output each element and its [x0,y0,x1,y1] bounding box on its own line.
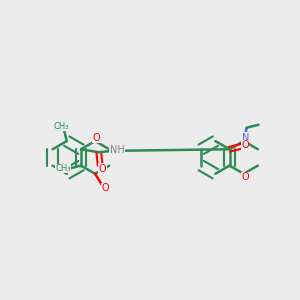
Text: N: N [242,133,249,142]
Text: CH₃: CH₃ [56,164,71,173]
Text: O: O [99,164,106,174]
Text: O: O [242,172,249,182]
Text: O: O [93,133,101,142]
Text: O: O [241,140,249,150]
Text: NH: NH [110,145,124,155]
Text: O: O [101,183,109,193]
Text: CH₃: CH₃ [53,122,69,131]
